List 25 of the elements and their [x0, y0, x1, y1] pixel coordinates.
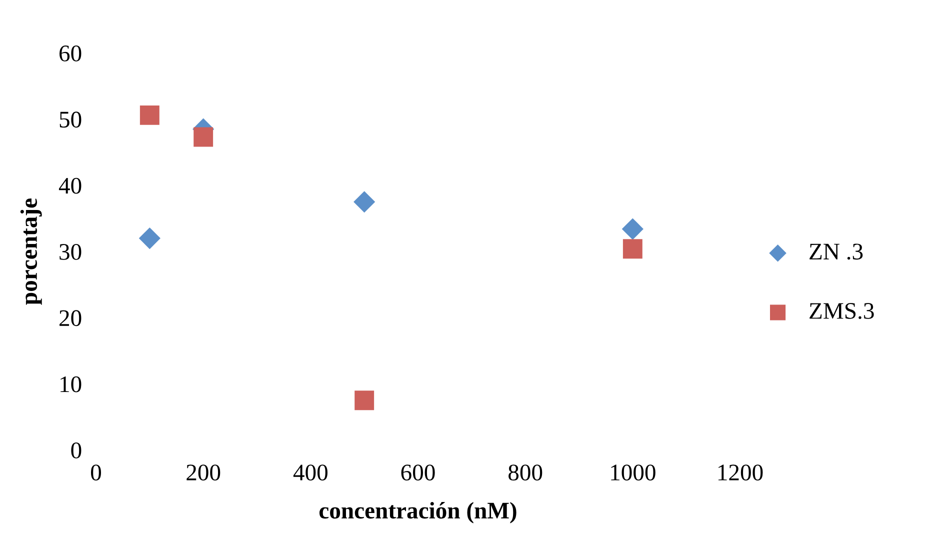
x-tick-label: 0 [90, 464, 102, 481]
point [140, 105, 160, 125]
y-tick-label: 20 [60, 310, 82, 326]
x-tick-label: 200 [186, 464, 220, 481]
y-tick-label: 60 [60, 45, 82, 62]
y-tick-label: 10 [60, 376, 82, 392]
point [138, 227, 160, 250]
x-tick-label: 1000 [611, 464, 656, 481]
legend-label: ZN .3 [810, 244, 863, 260]
x-axis-title: concentración (nM) [319, 502, 516, 524]
point [622, 239, 642, 259]
y-axis-title: porcentaje [20, 198, 42, 305]
point [194, 127, 214, 147]
x-tick-label: 400 [293, 464, 328, 481]
x-tick-label: 600 [401, 464, 435, 481]
point [622, 218, 644, 240]
x-tick-label: 1200 [718, 464, 763, 481]
y-tick-label: 50 [60, 112, 82, 128]
point [354, 390, 374, 410]
y-tick-label: 30 [60, 244, 82, 260]
y-tick-label: 40 [58, 178, 82, 194]
x-tick-label: 800 [508, 464, 542, 481]
y-tick-label: 0 [71, 442, 82, 458]
point [354, 191, 376, 213]
legend-label: ZMS.3 [810, 303, 874, 320]
